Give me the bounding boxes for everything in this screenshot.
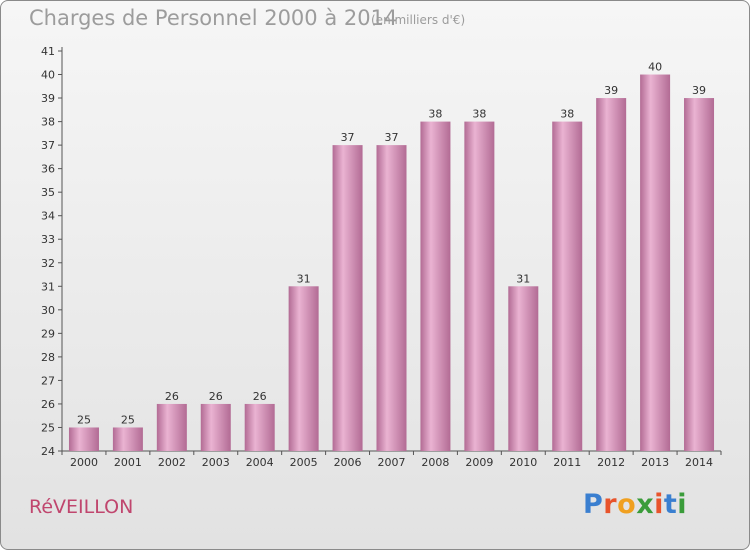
x-tick-label-2013: 2013 xyxy=(641,456,669,469)
value-label-2004: 26 xyxy=(253,390,267,403)
x-tick-label-2008: 2008 xyxy=(421,456,449,469)
y-tick-label: 24 xyxy=(41,445,55,458)
value-label-2006: 37 xyxy=(341,131,355,144)
chart-title: Charges de Personnel 2000 à 2014 xyxy=(29,6,398,30)
bar-2007 xyxy=(376,145,407,451)
value-labels: 25 25 26 26 26 31 37 37 38 38 31 38 39 40 39 xyxy=(77,61,706,427)
x-tick-label-2011: 2011 xyxy=(553,456,581,469)
bar-2000 xyxy=(68,427,99,451)
bars xyxy=(68,74,715,452)
value-label-2007: 37 xyxy=(385,131,399,144)
logo-letter: i xyxy=(677,489,688,520)
commune-name: RéVEILLON xyxy=(29,496,134,518)
value-label-2000: 25 xyxy=(77,413,91,426)
x-tick-label-2000: 2000 xyxy=(70,456,98,469)
logo-letter: t xyxy=(663,489,678,520)
bar-2006 xyxy=(332,145,363,451)
bar-2005 xyxy=(288,286,319,451)
x-axis: 2000 2001 2002 2003 2004 2005 2006 2007 2008 2009… xyxy=(61,450,722,469)
bar-2009 xyxy=(464,121,495,452)
bar-2008 xyxy=(420,121,451,452)
value-label-2014: 39 xyxy=(692,84,706,97)
y-tick-label: 30 xyxy=(41,304,55,317)
logo-letter: i xyxy=(654,489,664,520)
x-tick-label-2010: 2010 xyxy=(509,456,537,469)
value-label-2011: 38 xyxy=(560,108,574,121)
value-label-2003: 26 xyxy=(209,390,223,403)
y-tick-label: 39 xyxy=(41,92,55,105)
y-tick-label: 25 xyxy=(41,421,55,434)
value-label-2013: 40 xyxy=(648,61,662,74)
y-axis: 24 25 26 27 28 29 30 31 32 33 34 35 36 37 38 39 40 41 xyxy=(41,45,63,458)
value-label-2012: 39 xyxy=(604,84,618,97)
y-tick-label: 36 xyxy=(41,163,55,176)
value-label-2009: 38 xyxy=(472,108,486,121)
x-tick-label-2002: 2002 xyxy=(158,456,186,469)
value-label-2008: 38 xyxy=(428,108,442,121)
bar-2004 xyxy=(244,403,275,451)
x-tick-label-2009: 2009 xyxy=(465,456,493,469)
bar-2001 xyxy=(112,427,143,451)
y-tick-label: 27 xyxy=(41,374,55,387)
y-tick-label: 33 xyxy=(41,233,55,246)
value-label-2002: 26 xyxy=(165,390,179,403)
x-tick-label-2004: 2004 xyxy=(246,456,274,469)
value-label-2005: 31 xyxy=(297,272,311,285)
x-tick-label-2014: 2014 xyxy=(685,456,713,469)
x-tick-label-2007: 2007 xyxy=(378,456,406,469)
bar-2013 xyxy=(640,74,671,451)
y-tick-label: 38 xyxy=(41,116,55,129)
y-tick-label: 40 xyxy=(41,69,55,82)
y-tick-label: 31 xyxy=(41,280,55,293)
y-tick-label: 37 xyxy=(41,139,55,152)
x-tick-label-2003: 2003 xyxy=(202,456,230,469)
logo-letter: o xyxy=(617,489,637,520)
y-tick-label: 35 xyxy=(41,186,55,199)
proxiti-logo[interactable]: Proxiti xyxy=(583,489,687,520)
logo-letter: P xyxy=(583,489,604,520)
bar-2011 xyxy=(552,121,583,452)
bar-2010 xyxy=(508,286,539,451)
y-tick-label: 41 xyxy=(41,45,55,58)
bar-2014 xyxy=(684,98,715,451)
bar-2002 xyxy=(156,403,187,451)
bar-2003 xyxy=(200,403,231,451)
x-tick-label-2005: 2005 xyxy=(290,456,318,469)
logo-letter: x xyxy=(636,489,655,520)
y-tick-label: 26 xyxy=(41,398,55,411)
value-label-2001: 25 xyxy=(121,413,135,426)
y-tick-label: 28 xyxy=(41,351,55,364)
y-tick-label: 32 xyxy=(41,257,55,270)
x-tick-label-2001: 2001 xyxy=(114,456,142,469)
value-label-2010: 31 xyxy=(516,272,530,285)
y-tick-label: 29 xyxy=(41,327,55,340)
x-tick-label-2006: 2006 xyxy=(334,456,362,469)
bar-2012 xyxy=(596,98,627,451)
logo-letter: r xyxy=(603,489,618,520)
chart-subtitle: (en milliers d'€) xyxy=(371,13,466,27)
x-tick-label-2012: 2012 xyxy=(597,456,625,469)
y-tick-label: 34 xyxy=(41,210,55,223)
